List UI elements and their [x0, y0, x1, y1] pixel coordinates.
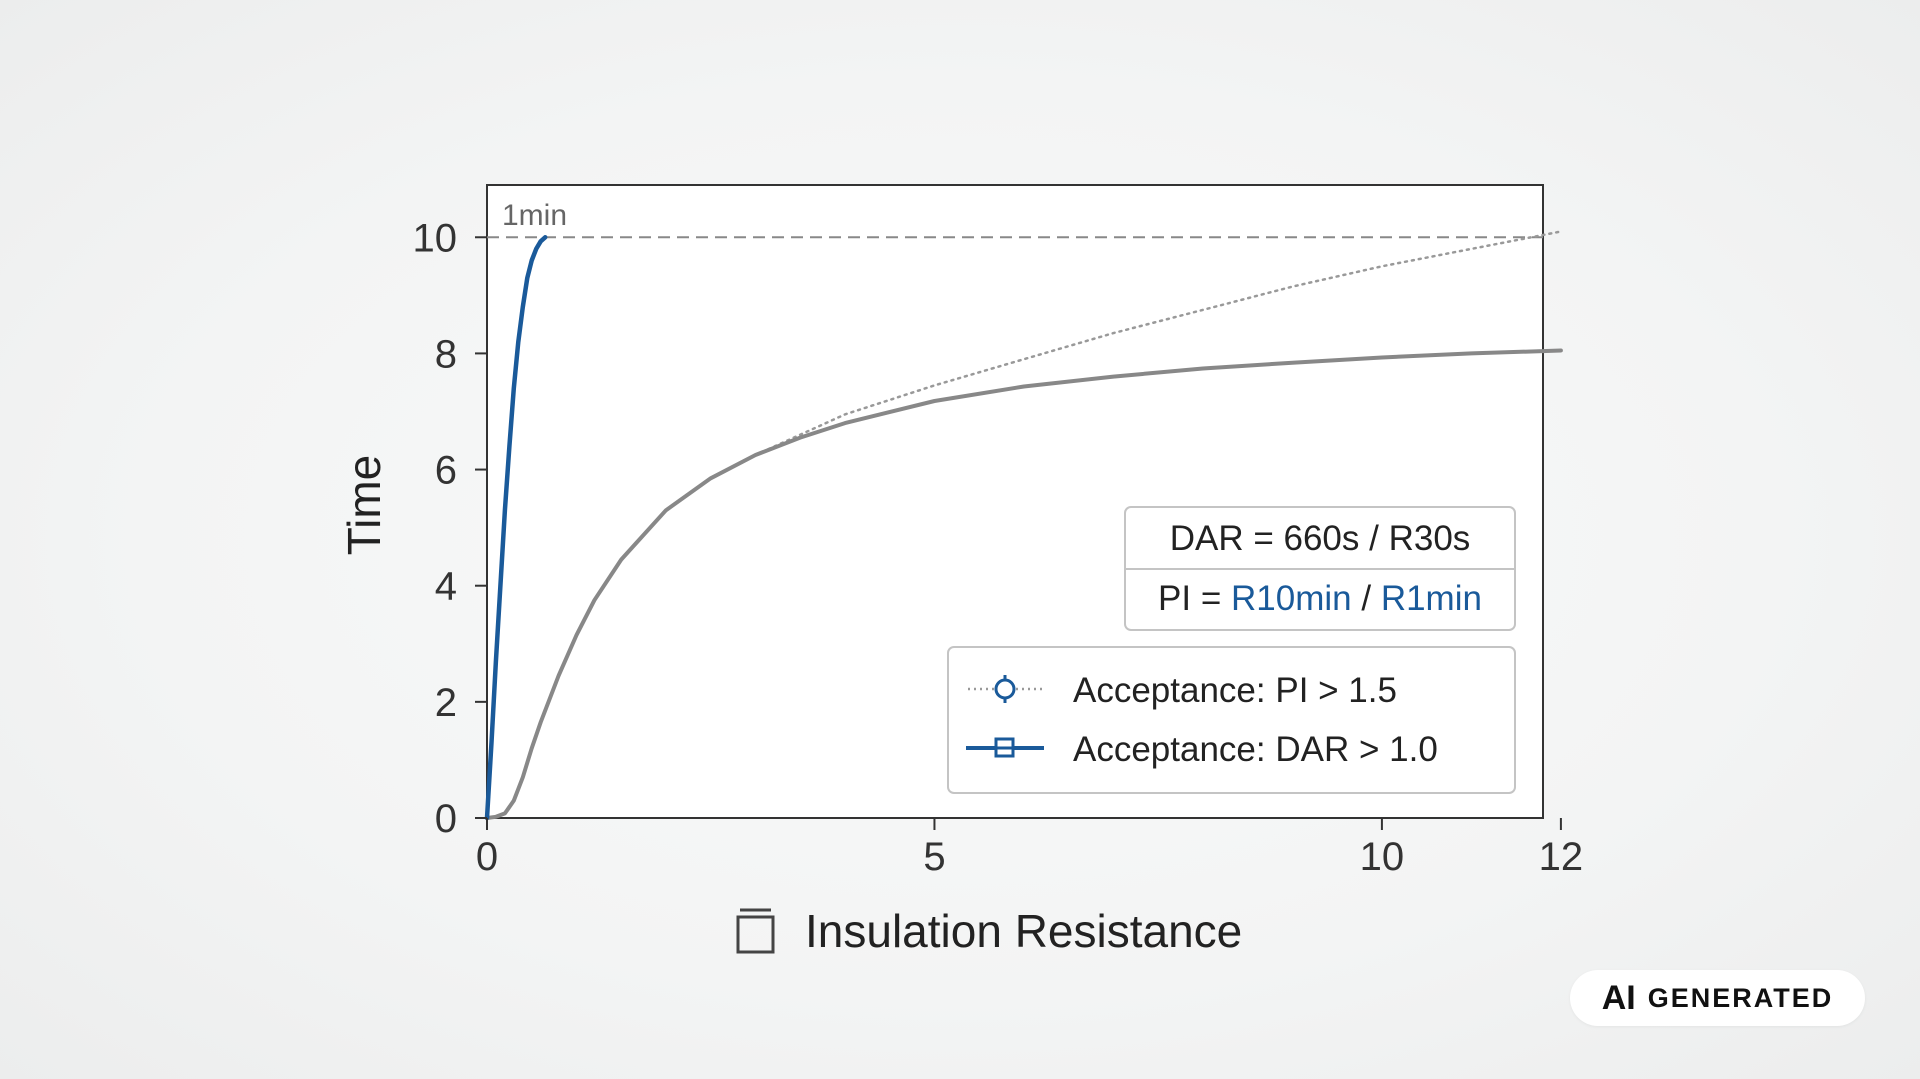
series-line-2	[754, 230, 1563, 457]
y-tick-label: 8	[435, 332, 457, 376]
info-box: DAR = 660s / R30s PI = R10min / R1min	[1124, 506, 1516, 631]
x-tick-label: 5	[923, 835, 945, 879]
x-tick-label: 12	[1539, 835, 1584, 879]
y-tick-label: 10	[413, 216, 458, 260]
y-tick-label: 6	[435, 449, 457, 493]
x-tick-label: 10	[1360, 835, 1405, 879]
legend-entry-pi: Acceptance: PI > 1.5	[968, 671, 1397, 710]
x-tick-label: 0	[476, 835, 498, 879]
series-layer	[484, 230, 1563, 821]
y-tick-label: 2	[435, 681, 457, 725]
x-axis-title-group: Insulation Resistance	[736, 905, 1242, 957]
y-axis-title: Time	[338, 455, 390, 556]
badge-ai-label: AI	[1601, 978, 1636, 1017]
ticks-layer: 0 5 10 12 0 2 4 6 8 10	[413, 216, 1584, 879]
x-axis-title: Insulation Resistance	[805, 905, 1242, 957]
series-line-0	[484, 235, 548, 821]
series-line-1	[485, 348, 1563, 820]
box-icon	[736, 908, 775, 954]
y-tick-label: 0	[435, 797, 457, 841]
ai-generated-badge: AI GENERATED	[1570, 970, 1865, 1026]
badge-generated-label: GENERATED	[1647, 982, 1834, 1013]
annotation-1min: 1min	[502, 199, 567, 232]
legend-label-pi: Acceptance: PI > 1.5	[1073, 671, 1397, 710]
info-box-dar: DAR = 660s / R30s	[1170, 519, 1471, 558]
legend: Acceptance: PI > 1.5 Acceptance: DAR > 1…	[947, 646, 1516, 794]
circle-marker-icon	[994, 678, 1016, 700]
info-box-pi: PI = R10min / R1min	[1158, 579, 1482, 618]
legend-label-dar: Acceptance: DAR > 1.0	[1073, 730, 1438, 769]
legend-entry-dar: Acceptance: DAR > 1.0	[966, 730, 1438, 769]
y-tick-label: 4	[435, 565, 457, 609]
